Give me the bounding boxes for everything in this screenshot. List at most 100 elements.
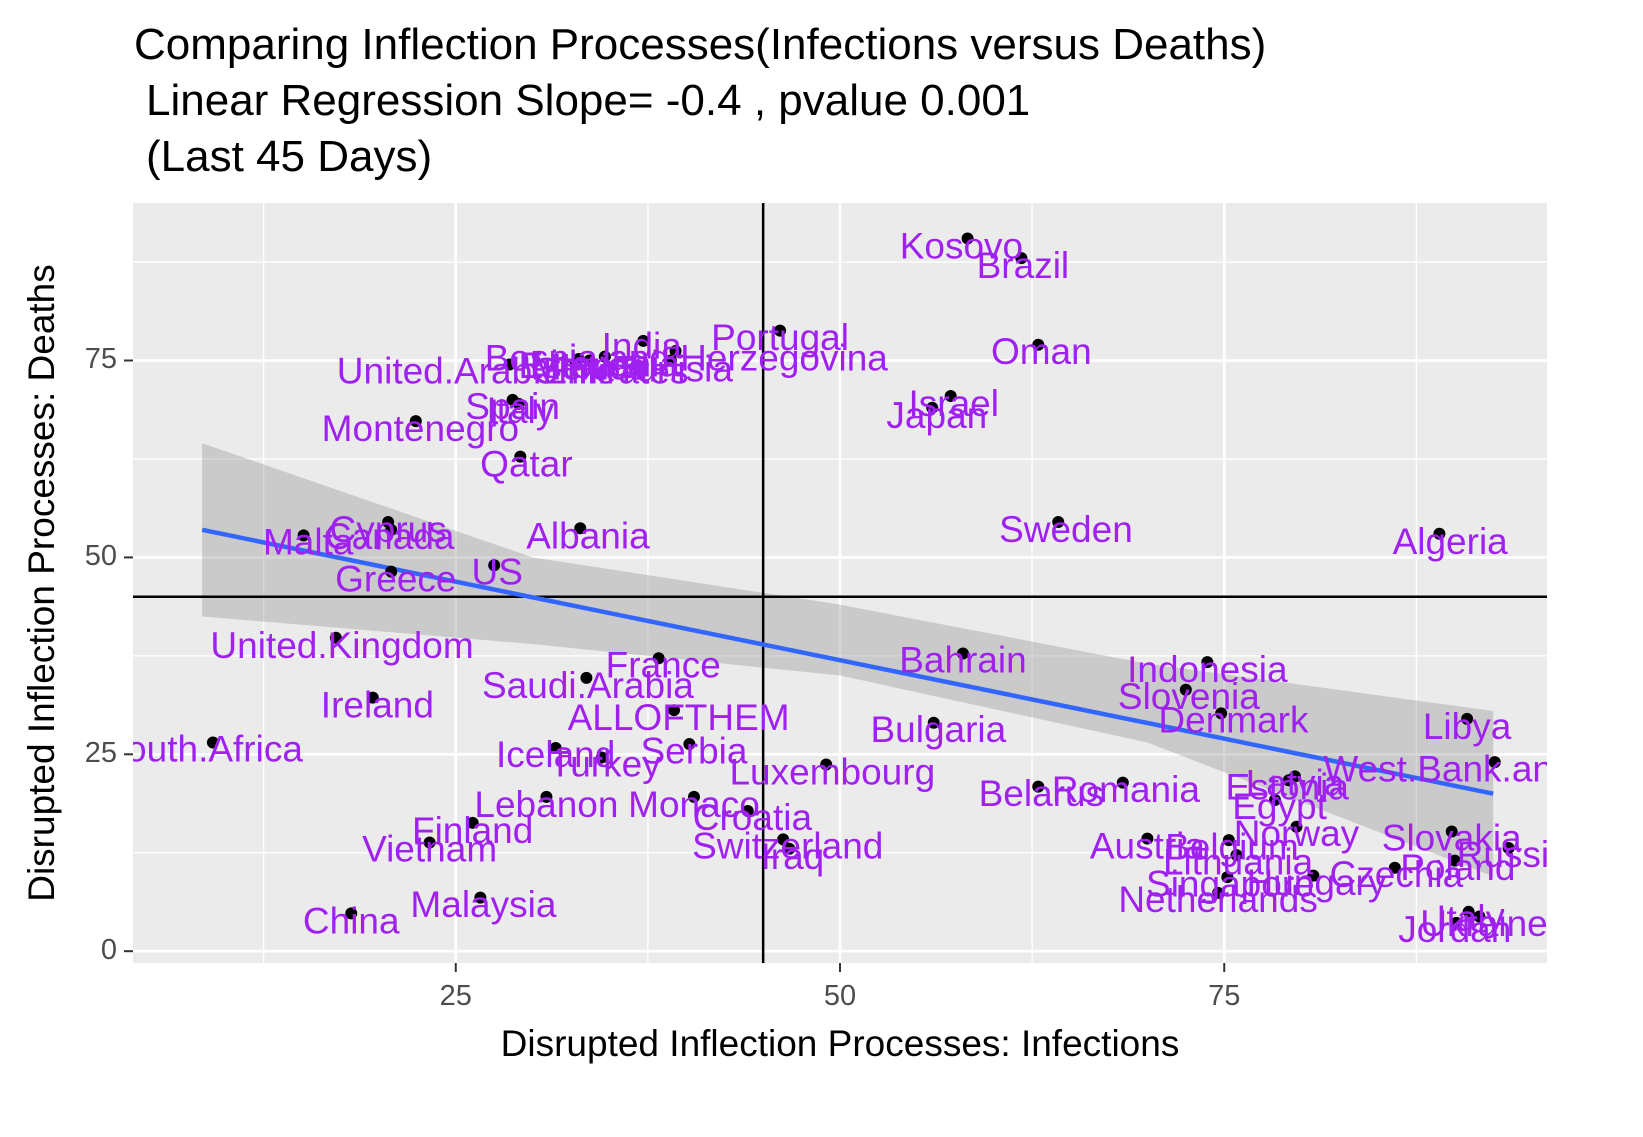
data-point: [297, 529, 310, 542]
data-point: [774, 324, 787, 337]
data-point: [1141, 832, 1154, 845]
data-point: [1179, 683, 1192, 696]
point-label: Malta: [263, 522, 354, 563]
data-point: [820, 758, 833, 771]
point-label: Hungary: [1247, 862, 1387, 903]
data-point: [1502, 842, 1515, 855]
data-point: [595, 751, 608, 764]
data-point: [366, 691, 379, 704]
point-label: Greece: [335, 559, 456, 600]
data-point: [1230, 849, 1243, 862]
data-point: [1032, 780, 1045, 793]
y-axis-title: Disrupted Inflection Processes: Deaths: [21, 264, 62, 902]
data-point: [1461, 712, 1474, 725]
data-point: [1307, 869, 1320, 882]
point-label: India: [602, 325, 683, 366]
data-point: [503, 358, 516, 371]
data-point: [1473, 910, 1486, 923]
data-point: [652, 652, 665, 665]
point-label: Bulgaria: [870, 709, 1006, 750]
data-point: [1015, 252, 1028, 265]
point-label: Slovenia: [1118, 676, 1260, 717]
data-point: [1032, 338, 1045, 351]
data-point: [927, 716, 940, 729]
data-point: [1433, 527, 1446, 540]
point-label: Canada: [325, 516, 455, 557]
data-point: [583, 354, 596, 367]
data-point: [1268, 793, 1281, 806]
data-point: [1462, 905, 1475, 918]
data-point: [1488, 756, 1501, 769]
point-label: Austria: [1090, 826, 1206, 867]
point-label: Ireland: [321, 685, 434, 726]
data-point: [385, 523, 398, 536]
point-label: Tunisia: [615, 348, 733, 389]
data-point: [488, 559, 501, 572]
y-tick-label: 25: [85, 737, 117, 769]
data-point: [474, 891, 487, 904]
point-label: China: [303, 900, 400, 941]
point-label: Latvia: [1246, 763, 1345, 804]
point-label: Luxembourg: [729, 752, 935, 793]
data-point: [956, 647, 969, 660]
grid-lines: [133, 203, 1547, 963]
point-label: Italy: [1436, 898, 1504, 939]
data-point: [683, 738, 696, 751]
data-point: [926, 401, 939, 414]
point-label: Vietnam: [362, 829, 497, 870]
point-label: Croatia: [693, 797, 813, 838]
chart-title: Comparing Inflection Processes(Infection…: [134, 20, 1267, 69]
data-point: [783, 842, 796, 855]
point-label: Netherlands: [1118, 879, 1318, 920]
point-label: Estonia: [519, 345, 643, 386]
x-tick-label: 50: [824, 980, 856, 1012]
point-label: Belgium: [1165, 826, 1299, 867]
data-point: [466, 816, 479, 829]
point-label: Lithuania: [1163, 841, 1314, 882]
data-point: [1052, 515, 1065, 528]
point-label: Saudi.Arabia: [482, 665, 694, 706]
point-label: Portugal: [711, 317, 849, 358]
data-point: [598, 350, 611, 363]
data-point: [549, 741, 562, 754]
data-point: [1450, 916, 1463, 929]
y-tick-label: 50: [85, 540, 117, 572]
point-label: Monaco: [628, 784, 760, 825]
x-axis-title: Disrupted Inflection Processes: Infectio…: [501, 1023, 1180, 1064]
data-point: [1221, 871, 1234, 884]
point-label: Poland: [1400, 847, 1515, 888]
point-label: West.Bank.and.Gaza: [1323, 748, 1643, 789]
point-label: Egypt: [1232, 786, 1327, 827]
point-label: Finland: [412, 810, 533, 851]
data-point: [540, 790, 553, 803]
data-point: [1212, 886, 1225, 899]
point-label: Romania: [1052, 769, 1200, 810]
data-points: [206, 232, 1515, 929]
point-label: France: [606, 644, 721, 685]
data-point: [206, 736, 219, 749]
point-label: Mexico: [531, 347, 648, 388]
data-point: [741, 805, 754, 817]
data-point: [669, 345, 682, 358]
point-label: Ukraine: [1420, 903, 1548, 944]
data-point: [1290, 820, 1303, 833]
data-point: [1222, 834, 1235, 847]
point-label: Bosnia.and.Herzegovina: [485, 337, 889, 378]
data-point: [1215, 707, 1228, 720]
data-point: [1448, 854, 1461, 867]
regression-line: [201, 527, 1494, 796]
data-point: [385, 565, 398, 578]
point-label: Switzerland: [692, 826, 883, 867]
point-label: Cyprus: [330, 509, 447, 550]
data-point: [580, 671, 593, 684]
data-point: [1282, 774, 1295, 787]
point-label: Kosovo: [900, 225, 1023, 266]
point-label: Brazil: [977, 245, 1070, 286]
data-point: [1116, 776, 1129, 789]
y-tick-label: 75: [85, 343, 117, 375]
data-point: [777, 833, 790, 846]
data-point: [514, 450, 527, 463]
